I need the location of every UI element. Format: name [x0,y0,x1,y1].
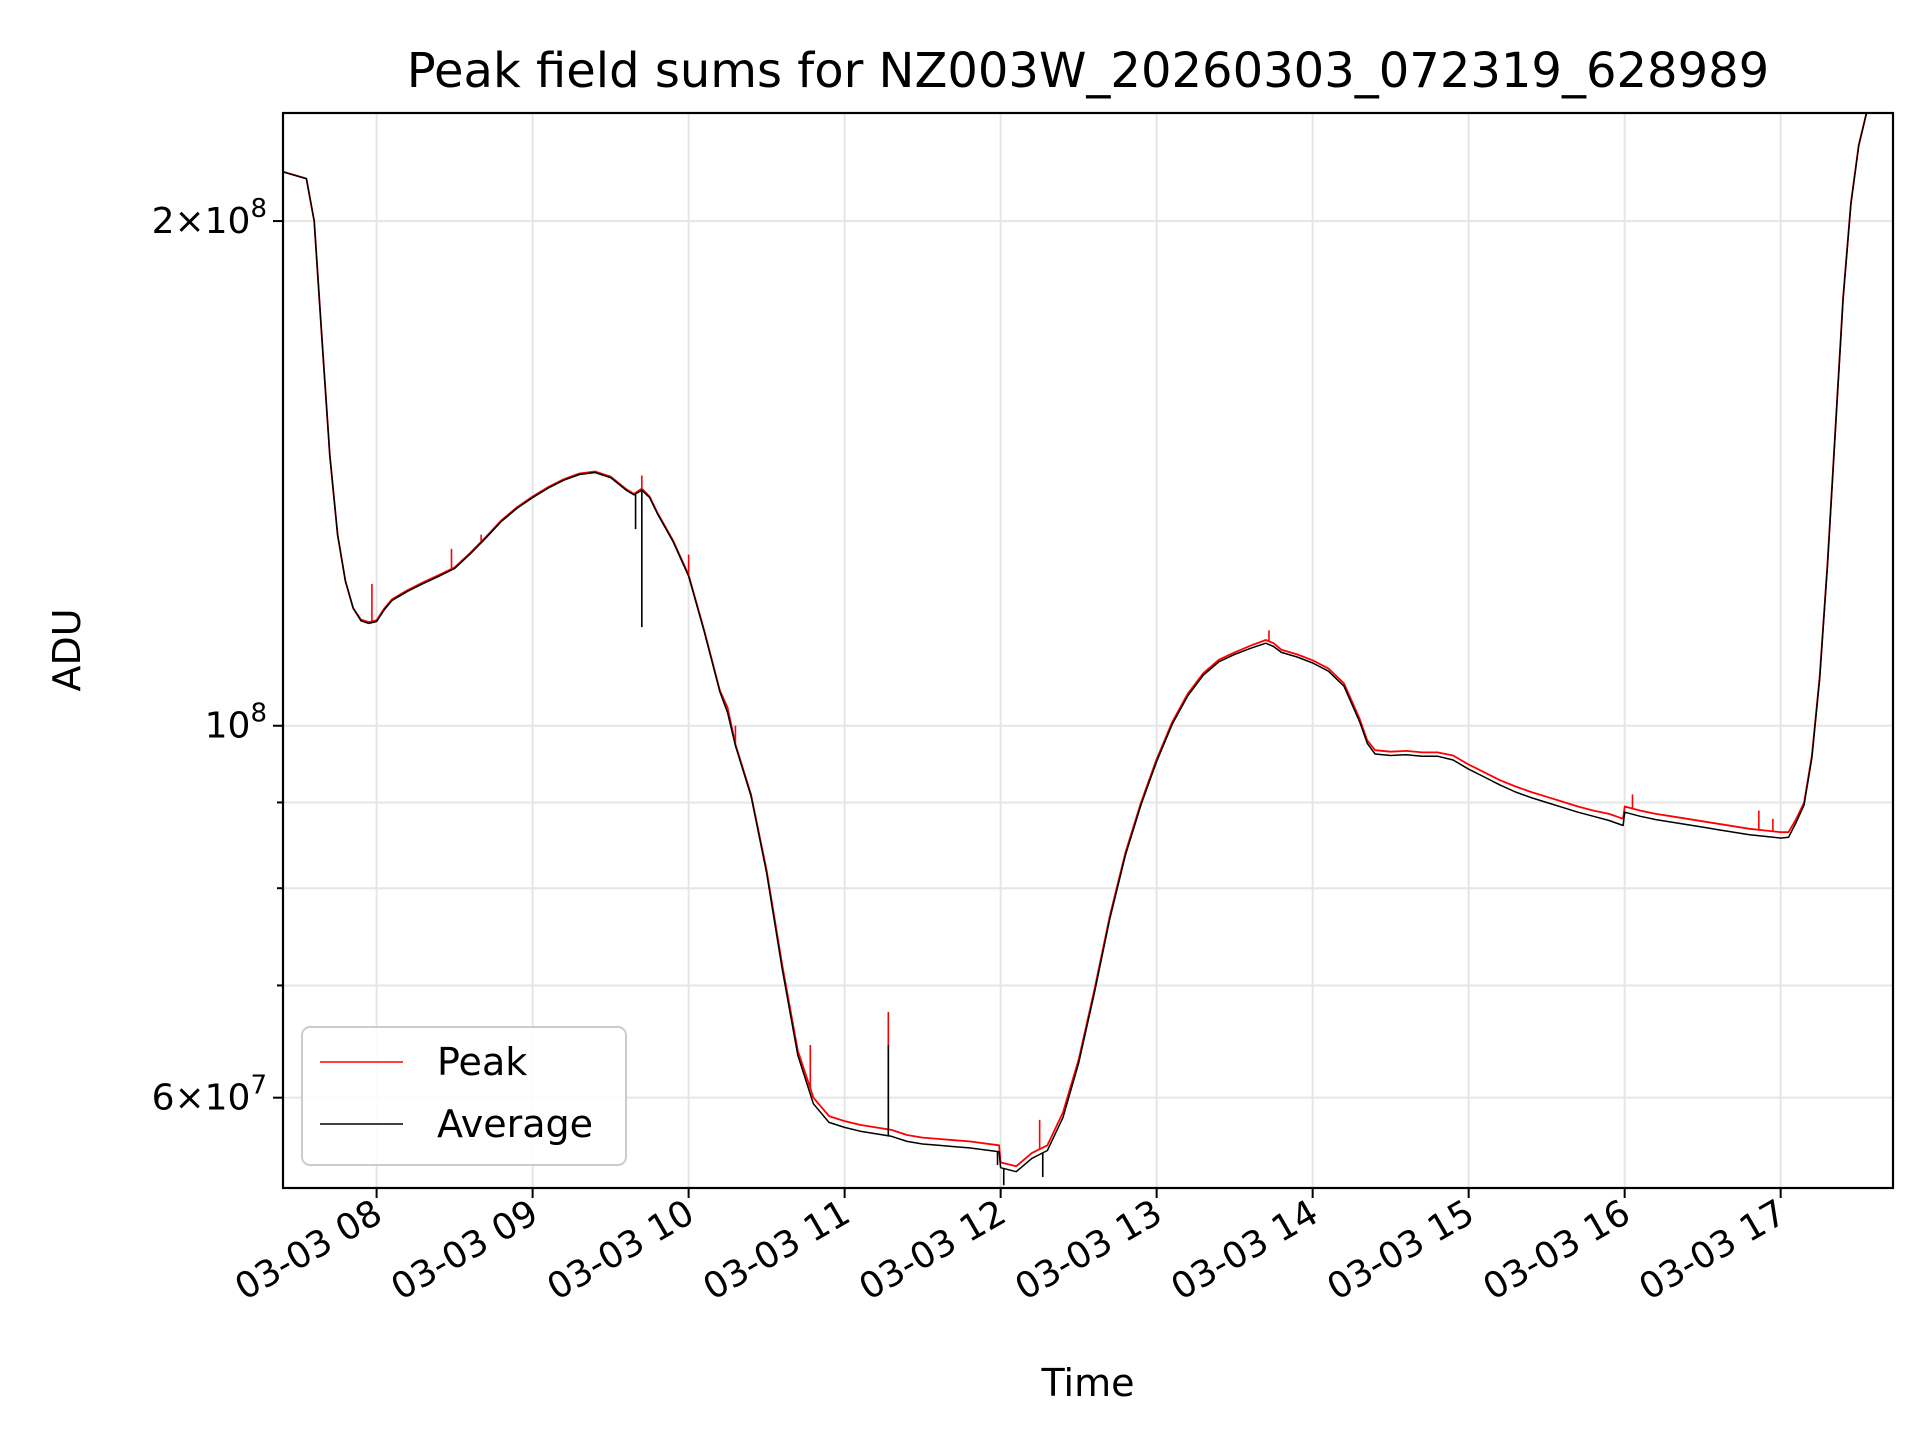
y-axis-label: ADU [45,608,89,691]
grid [283,113,1893,1188]
plot-frame [281,111,1895,1190]
series-average [283,113,1893,1186]
legend-label-average: Average [437,1102,593,1146]
y-tick-label: 6×107 [152,1071,267,1119]
y-tick-label: 2×108 [152,194,267,242]
legend-label-peak: Peak [437,1040,527,1084]
chart-title: Peak field sums for NZ003W_20260303_0723… [407,43,1769,99]
legend: Peak Average [301,1026,627,1166]
x-axis-label: Time [1041,1361,1135,1405]
y-tick-label: 108 [205,699,267,747]
series-line-average [283,113,1893,1173]
data-series [283,113,1893,1186]
